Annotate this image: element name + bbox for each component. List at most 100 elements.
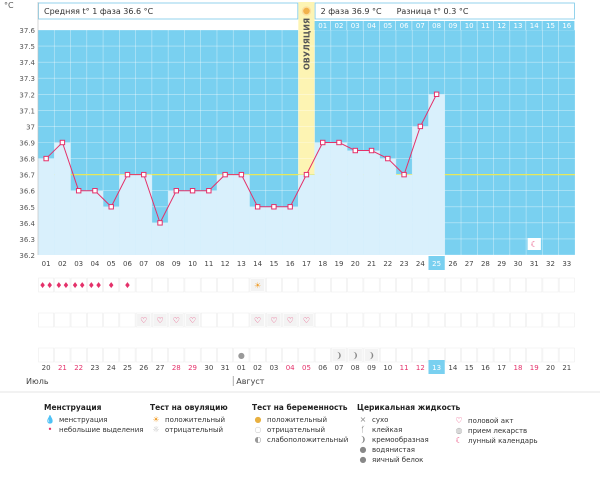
marker-cell	[266, 347, 282, 363]
marker-cell	[184, 347, 201, 363]
calendar-date-label: 14	[448, 364, 457, 372]
watery-drop-icon: ●	[359, 445, 367, 454]
marker-cell	[461, 277, 478, 293]
temperature-bar	[265, 206, 283, 255]
marker-cell	[38, 347, 55, 363]
moon-icon: ☾	[531, 240, 538, 249]
marker-cell	[249, 347, 266, 363]
calendar-date-label: 06	[318, 364, 327, 372]
temperature-bar	[330, 142, 348, 255]
marker-cell	[542, 347, 559, 363]
legend-item: ᚶ клейкая	[357, 425, 460, 435]
cycle-day-label: 15	[269, 260, 278, 268]
heart-icon: ♡	[140, 316, 147, 325]
drops-icon: 💧	[45, 415, 55, 424]
temperature-bar	[184, 190, 201, 255]
temperature-point	[271, 204, 277, 210]
menstruation-drops-icon: ♦♦	[88, 281, 102, 290]
ovulation-label: ОВУЛЯЦИЯ	[302, 18, 311, 70]
legend-title-cervical: Церикальная жидкость	[357, 403, 461, 412]
cycle-day-label: 04	[90, 260, 99, 268]
legend-title-ovulation-test: Тест на овуляцию	[150, 403, 228, 412]
temperature-point	[352, 147, 358, 154]
marker-cell	[331, 347, 347, 363]
temperature-bar	[298, 174, 315, 255]
temperature-bar	[168, 190, 185, 255]
marker-cell	[152, 312, 168, 328]
marker-cell	[70, 312, 87, 328]
temperature-point	[303, 171, 310, 178]
calendar-date-label: 31	[221, 364, 230, 372]
phase2-day-label: 02	[335, 22, 344, 30]
y-tick-label: 37.2	[19, 91, 35, 99]
marker-cell	[412, 312, 429, 328]
legend-item: ☀ положительный	[150, 415, 228, 425]
marker-cell	[119, 347, 136, 363]
temperature-point	[336, 139, 342, 146]
phase2-day-label: 14	[530, 22, 539, 30]
temperature-point	[385, 155, 391, 162]
temperature-bar	[54, 142, 71, 255]
temperature-point	[92, 188, 98, 194]
calendar-date-label: 11	[400, 364, 409, 372]
temperature-bar	[38, 158, 55, 255]
diff-text: Разница t° 0.3 °C	[397, 7, 469, 16]
marker-cell	[70, 347, 87, 363]
marker-cell	[298, 347, 315, 363]
marker-cell	[379, 347, 396, 363]
sun-outline-icon: ☼	[152, 425, 160, 434]
cream-icon: ❩	[352, 351, 359, 360]
phase2-day-cell	[526, 21, 542, 30]
marker-cell	[314, 277, 331, 293]
temperature-point	[75, 188, 82, 194]
marker-cell	[282, 277, 299, 293]
cycle-day-label: 26	[448, 260, 457, 268]
marker-cell	[347, 347, 364, 363]
marker-cell	[152, 277, 168, 293]
calendar-date-label: 21	[562, 364, 571, 372]
cycle-day-label: 10	[188, 260, 197, 268]
cream-icon-bg	[348, 349, 362, 361]
temperature-bar	[119, 174, 136, 255]
cycle-day-label: 32	[546, 260, 555, 268]
calendar-date-label: 04	[286, 364, 295, 372]
heart-icon-bg	[251, 314, 265, 326]
cycle-day-label: 27	[465, 260, 474, 268]
calendar-date-label: 19	[530, 364, 539, 372]
marker-cell	[526, 312, 543, 328]
y-tick-label: 37	[26, 123, 35, 131]
marker-cell	[266, 312, 282, 328]
legend-item: ♡ половой акт	[453, 416, 538, 426]
temperature-bar	[412, 126, 429, 255]
menstruation-drops-icon: ♦♦	[55, 281, 69, 290]
phase2-day-cell	[363, 21, 380, 30]
legend-item: ● водянистая	[357, 445, 460, 455]
marker-cell	[168, 312, 185, 328]
temperature-point	[206, 188, 212, 194]
heart-icon-bg	[137, 314, 151, 326]
y-tick-label: 36.5	[19, 204, 35, 212]
marker-cell	[103, 312, 120, 328]
calendar-date-label: 10	[383, 364, 392, 372]
calendar-date-label: 23	[90, 364, 99, 372]
phase2-day-cell	[461, 21, 477, 30]
marker-cell	[119, 312, 136, 328]
marker-cell	[445, 277, 461, 293]
marker-cell	[70, 277, 87, 293]
marker-cell	[233, 347, 250, 363]
marker-cell	[558, 277, 575, 293]
cycle-day-label: 14	[253, 260, 262, 268]
phase2-day-label: 08	[432, 22, 441, 30]
cycle-day-label: 05	[107, 260, 116, 268]
temperature-point	[320, 139, 326, 146]
phase2-day-cell	[558, 21, 575, 30]
phase2-box	[314, 2, 575, 20]
cycle-day-label: 08	[156, 260, 165, 268]
marker-cell	[396, 347, 412, 363]
temperature-bar	[249, 206, 266, 255]
legend-item: • небольшие выделения	[44, 425, 144, 435]
marker-cell	[184, 312, 201, 328]
marker-cell	[445, 347, 461, 363]
marker-cell	[217, 277, 233, 293]
